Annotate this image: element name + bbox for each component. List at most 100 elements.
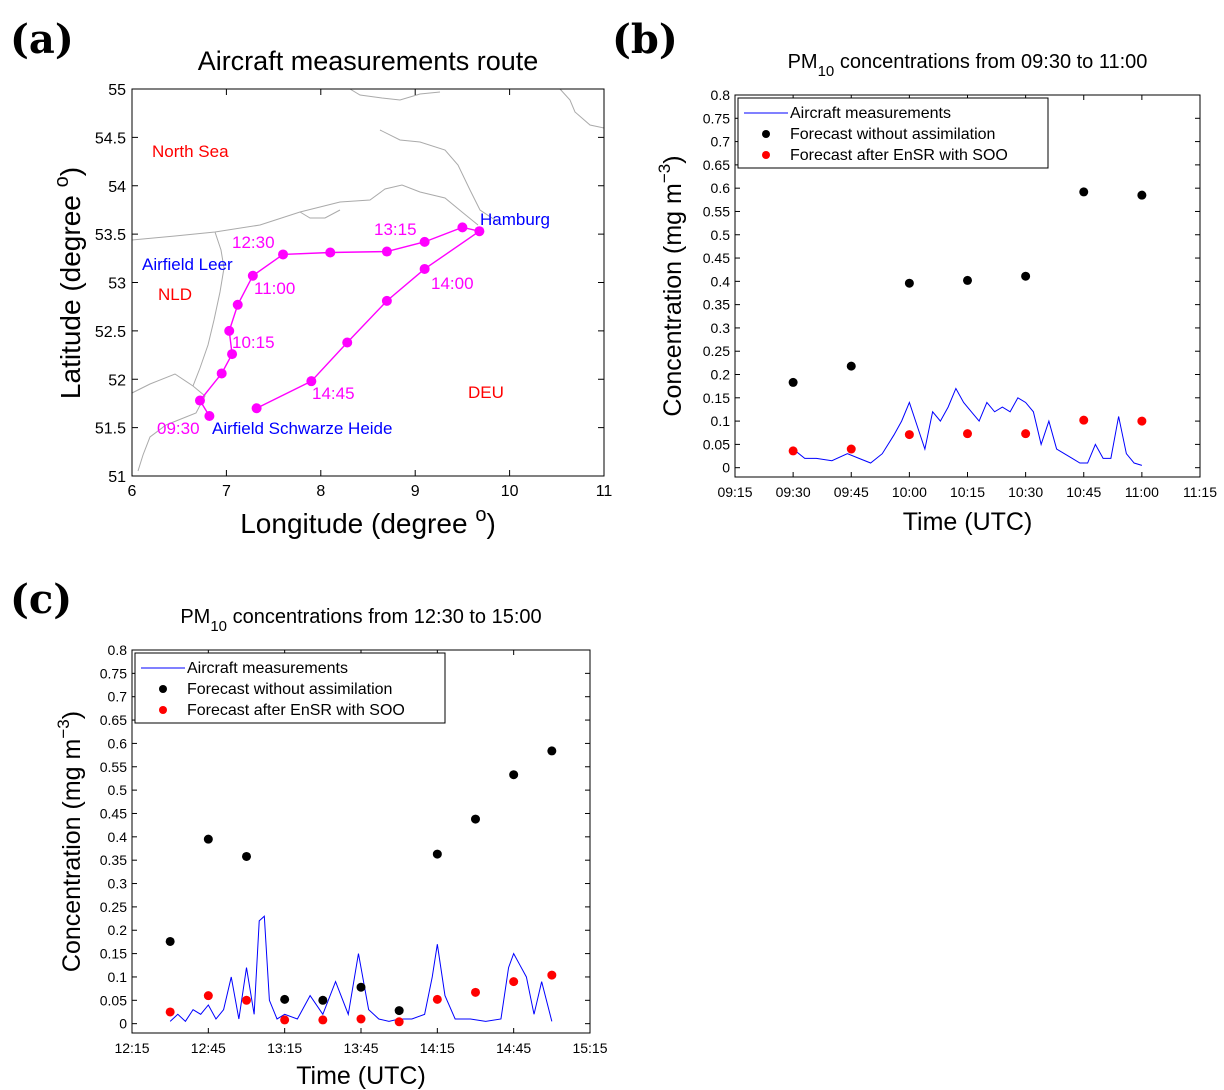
- time-label: 14:00: [431, 274, 474, 293]
- c-forecast-point: [203, 834, 213, 844]
- c-x-tick-label: 14:45: [496, 1040, 531, 1056]
- time-label: 14:45: [312, 384, 355, 403]
- c-x-axis-label: Time (UTC): [296, 1062, 426, 1090]
- c-forecast-point: [432, 849, 442, 859]
- place-label: Airfield Leer: [142, 255, 233, 274]
- b-legend-label: Aircraft measurements: [790, 105, 951, 122]
- b-y-tick-label: 0.6: [711, 180, 731, 196]
- c-forecast-point: [318, 995, 328, 1005]
- b-y-tick-label: 0.45: [703, 250, 730, 266]
- route-waypoint: [381, 295, 392, 306]
- coastline-segment: [379, 129, 499, 223]
- x-tick-label: 11: [596, 483, 613, 500]
- c-x-tick-label: 13:45: [343, 1040, 378, 1056]
- route-waypoint: [232, 299, 243, 310]
- c-forecast-point: [509, 977, 519, 987]
- c-y-tick-label: 0.7: [108, 689, 128, 705]
- b-forecast-point: [963, 275, 972, 285]
- b-y-tick-label: 0.05: [703, 436, 730, 452]
- b-y-tick-label: 0.7: [711, 134, 731, 150]
- c-forecast-point: [165, 1007, 175, 1017]
- b-y-tick-label: 0.65: [703, 157, 730, 173]
- x-tick-label: 8: [316, 483, 325, 500]
- c-forecast-point: [242, 995, 251, 1005]
- b-aircraft-line: [792, 387, 1143, 466]
- c-legend-label: Aircraft measurements: [187, 660, 348, 677]
- time-label: 12:30: [232, 233, 275, 252]
- c-legend-dot-red: [159, 706, 167, 714]
- c-x-tick-label: 12:45: [191, 1040, 226, 1056]
- b-x-tick-label: 10:15: [950, 484, 985, 500]
- c-x-tick-label: 12:15: [114, 1040, 149, 1056]
- y-tick-label: 51: [108, 469, 126, 486]
- y-axis-label: Latitude (degree o): [51, 167, 86, 399]
- c-y-tick-label: 0.5: [108, 782, 128, 798]
- y-tick-label: 51.5: [95, 421, 126, 438]
- panel-a-label: (a): [10, 16, 74, 63]
- panel-b-label: (b): [612, 16, 678, 63]
- c-forecast-point: [280, 994, 290, 1004]
- c-y-tick-label: 0.6: [108, 735, 128, 751]
- c-forecast-point: [394, 1017, 404, 1027]
- x-axis-label: Longitude (degree o): [240, 504, 496, 539]
- route-waypoint: [278, 249, 289, 260]
- coastline-segment: [559, 88, 605, 129]
- coastline-group: [131, 88, 605, 472]
- b-forecast-point: [846, 444, 856, 454]
- c-forecast-point: [165, 936, 175, 946]
- route-waypoint: [457, 222, 468, 233]
- b-x-tick-label: 11:00: [1125, 484, 1159, 500]
- route-waypoint: [342, 337, 353, 348]
- route-waypoint: [251, 403, 262, 414]
- c-forecast-point: [356, 982, 366, 992]
- route-waypoint: [381, 246, 392, 257]
- c-legend-label: Forecast after EnSR with SOO: [187, 702, 405, 719]
- b-legend-dot-red: [762, 151, 770, 159]
- b-x-tick-label: 10:30: [1008, 484, 1043, 500]
- b-y-tick-label: 0.15: [703, 390, 730, 406]
- route-waypoint: [224, 325, 235, 336]
- c-legend-dot-black: [159, 685, 167, 693]
- route-waypoint: [216, 368, 227, 379]
- b-forecast-point: [1021, 271, 1031, 281]
- c-legend-label: Forecast without assimilation: [187, 681, 392, 698]
- c-y-tick-label: 0.65: [100, 712, 127, 728]
- b-title: PM10 concentrations from 09:30 to 11:00: [788, 51, 1148, 80]
- c-forecast-point: [432, 994, 442, 1004]
- c-y-tick-label: 0.55: [100, 759, 127, 775]
- b-forecast-point: [904, 278, 914, 288]
- c-y-tick-label: 0: [119, 1016, 127, 1032]
- c-title: PM10 concentrations from 12:30 to 15:00: [180, 606, 541, 635]
- b-x-tick-label: 10:45: [1066, 484, 1101, 500]
- route-waypoint: [419, 236, 430, 247]
- b-x-tick-label: 11:15: [1183, 484, 1217, 500]
- b-legend-box: [737, 97, 1049, 169]
- c-y-tick-label: 0.35: [100, 852, 127, 868]
- b-forecast-point: [1137, 416, 1147, 426]
- c-y-tick-label: 0.25: [100, 899, 127, 915]
- b-forecast-point: [1137, 190, 1147, 200]
- route-waypoint: [325, 247, 336, 258]
- b-legend-label: Forecast without assimilation: [790, 126, 995, 143]
- c-forecast-point: [547, 746, 557, 756]
- x-tick-label: 10: [501, 483, 519, 500]
- b-x-axis-label: Time (UTC): [903, 508, 1033, 536]
- b-y-tick-label: 0.55: [703, 203, 730, 219]
- x-tick-label: 7: [222, 483, 231, 500]
- route-waypoint: [227, 349, 238, 360]
- c-x-tick-label: 14:15: [420, 1040, 455, 1056]
- c-y-tick-label: 0.2: [108, 922, 128, 938]
- c-forecast-point: [356, 1014, 366, 1024]
- b-forecast-point: [963, 429, 972, 439]
- b-y-tick-label: 0.8: [711, 87, 731, 103]
- coastline-segment: [299, 209, 341, 219]
- route-waypoint: [419, 263, 430, 274]
- b-legend-dot-black: [762, 130, 770, 138]
- y-tick-label: 52: [108, 372, 126, 389]
- b-y-tick-label: 0.25: [703, 343, 730, 359]
- b-y-axis-label: Concentration (mg m−3): [655, 155, 687, 416]
- b-x-tick-label: 09:30: [776, 484, 811, 500]
- b-x-tick-label: 09:45: [834, 484, 869, 500]
- c-forecast-point: [242, 851, 251, 861]
